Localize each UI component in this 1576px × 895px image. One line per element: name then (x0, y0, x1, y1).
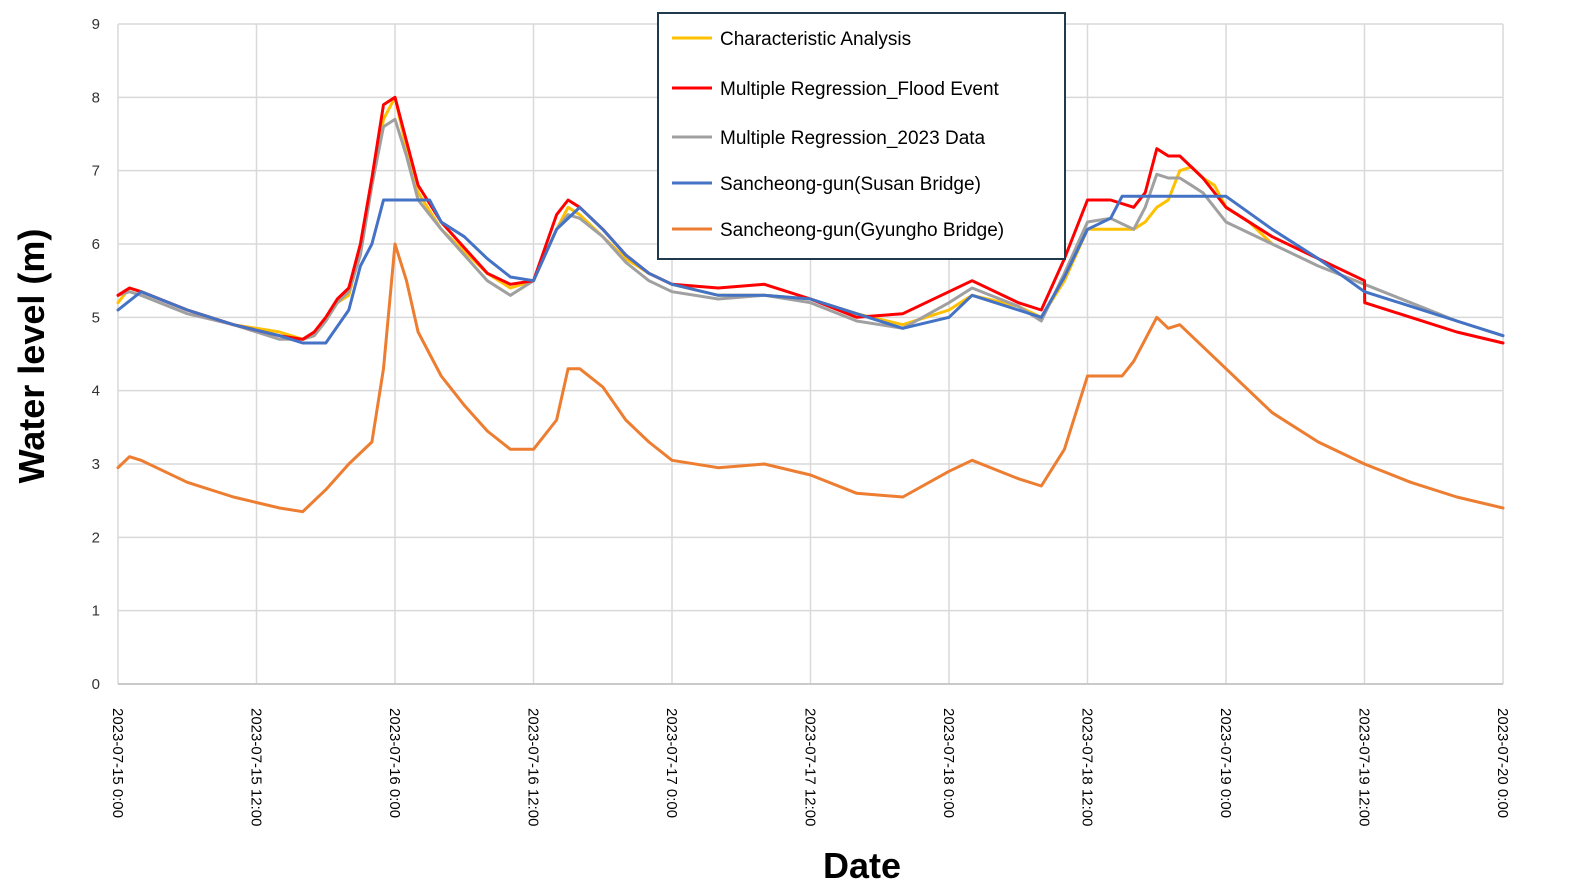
x-tick-label: 2023-07-19 12:00 (1356, 708, 1373, 826)
x-tick-label: 2023-07-17 12:00 (802, 708, 819, 826)
legend-label: Characteristic Analysis (720, 29, 911, 50)
x-tick-label: 2023-07-15 0:00 (109, 708, 126, 818)
x-tick-label: 2023-07-19 0:00 (1217, 708, 1234, 818)
legend-label: Multiple Regression_2023 Data (720, 128, 986, 149)
x-tick-label: 2023-07-16 0:00 (386, 708, 403, 818)
grid (117, 23, 1504, 685)
legend-label: Sancheong-gun(Susan Bridge) (720, 174, 981, 195)
x-tick-label: 2023-07-16 12:00 (525, 708, 542, 826)
series-line-3 (116, 194, 1505, 345)
x-tick-label: 2023-07-20 0:00 (1494, 708, 1511, 818)
legend-label: Sancheong-gun(Gyungho Bridge) (720, 220, 1004, 241)
y-tick-label: 4 (92, 383, 100, 400)
x-tick-label: 2023-07-17 0:00 (663, 708, 680, 818)
series-lines (116, 95, 1505, 514)
y-axis-label: Water level (m) (11, 229, 52, 484)
legend: Characteristic Analysis Multiple Regressi… (657, 12, 1066, 260)
y-tick-label: 0 (92, 676, 100, 693)
y-tick-label: 8 (92, 89, 100, 106)
series-line-2 (116, 117, 1505, 341)
x-axis-label: Date (823, 845, 901, 886)
y-tick-label: 3 (92, 456, 100, 473)
legend-label: Multiple Regression_Flood Event (720, 79, 1000, 100)
y-tick-label: 1 (92, 603, 100, 620)
axes: 0 1 2 3 4 5 6 7 8 9 2023-07-15 0:00 2023-07-15 12:0… (92, 16, 1511, 826)
x-tick-label: 2023-07-18 12:00 (1079, 708, 1096, 826)
y-tick-label: 2 (92, 529, 100, 546)
y-tick-label: 6 (92, 236, 100, 253)
y-tick-label: 5 (92, 309, 100, 326)
series-line-4 (116, 242, 1505, 514)
x-tick-label: 2023-07-18 0:00 (940, 708, 957, 818)
legend-box (657, 12, 1066, 260)
y-tick-label: 9 (92, 16, 100, 33)
x-tick-label: 2023-07-15 12:00 (248, 708, 265, 826)
y-tick-label: 7 (92, 163, 100, 180)
